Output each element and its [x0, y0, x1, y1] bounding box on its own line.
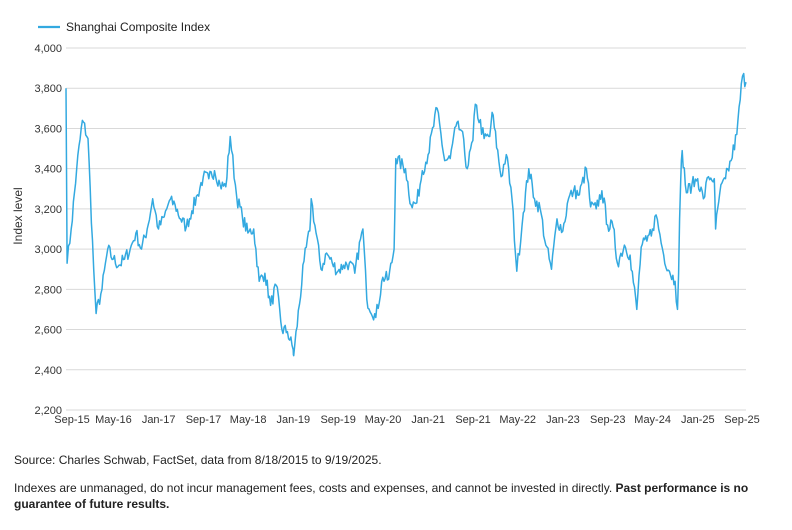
x-tick-label: May-18: [230, 414, 267, 426]
x-tick-label: May-20: [365, 414, 402, 426]
x-tick-label: Jan-23: [546, 414, 580, 426]
legend: Shanghai Composite Index: [38, 20, 210, 34]
gridlines: [66, 47, 746, 411]
disclaimer-text: Indexes are unmanaged, do not incur mana…: [14, 481, 613, 495]
x-tick-label: Sep-15: [54, 414, 89, 426]
x-tick-label: Jan-19: [277, 414, 311, 426]
y-tick-label: 2,200: [34, 405, 62, 417]
series-line-shanghai-composite: [65, 72, 747, 357]
x-tick-label: May-16: [95, 414, 132, 426]
x-tick-label: Jan-21: [411, 414, 445, 426]
y-tick-label: 3,000: [34, 244, 62, 256]
y-tick-label: 2,800: [34, 284, 62, 296]
y-tick-label: 3,200: [34, 204, 62, 216]
x-tick-label: Sep-17: [186, 414, 221, 426]
x-tick-label: May-22: [499, 414, 536, 426]
y-tick-label: 3,400: [34, 164, 62, 176]
x-axis-ticks: Sep-15 May-16 Jan-17 Sep-17 May-18 Jan-19 Sep-…: [54, 414, 759, 426]
y-tick-label: 3,600: [34, 123, 62, 135]
y-tick-label: 2,600: [34, 325, 62, 337]
y-tick-label: 2,400: [34, 365, 62, 377]
y-axis-title: Index level: [11, 187, 25, 244]
y-tick-label: 3,800: [34, 83, 62, 95]
x-tick-label: Jan-25: [681, 414, 715, 426]
x-tick-label: Sep-19: [320, 414, 355, 426]
x-tick-label: Sep-21: [455, 414, 490, 426]
x-tick-label: Sep-25: [724, 414, 759, 426]
y-axis-ticks: 2,200 2,400 2,600 2,800 3,000 3,200 3,400 3,600…: [34, 43, 62, 417]
source-note: Source: Charles Schwab, FactSet, data fr…: [14, 453, 382, 467]
y-tick-label: 4,000: [34, 43, 62, 55]
x-tick-label: May-24: [634, 414, 671, 426]
disclaimer-bold: Past performance is no guarantee of futu…: [14, 481, 749, 511]
x-tick-label: Jan-17: [142, 414, 176, 426]
legend-label: Shanghai Composite Index: [66, 20, 210, 34]
disclaimer: Indexes are unmanaged, do not incur mana…: [14, 480, 784, 512]
line-chart: Shanghai Composite Index Index level 2,2…: [11, 20, 760, 426]
x-tick-label: Sep-23: [590, 414, 625, 426]
